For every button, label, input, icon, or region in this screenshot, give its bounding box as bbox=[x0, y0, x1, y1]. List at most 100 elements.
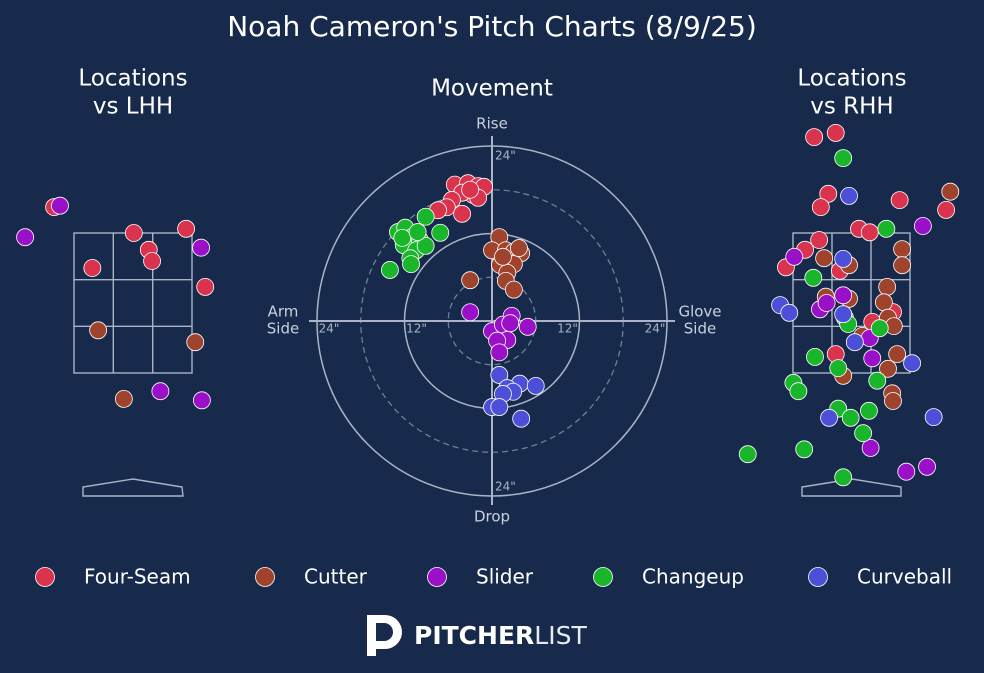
legend-marker bbox=[593, 567, 613, 587]
pitch-point bbox=[381, 261, 399, 279]
pitch-point bbox=[510, 239, 528, 257]
pitch-point bbox=[114, 389, 133, 408]
pitch-point bbox=[490, 343, 509, 362]
pitch-point bbox=[834, 305, 853, 324]
pitch-point bbox=[490, 366, 509, 384]
logo-icon bbox=[367, 615, 402, 656]
pitch-point bbox=[143, 252, 161, 270]
pitch-point bbox=[518, 317, 537, 336]
pitch-point bbox=[834, 468, 853, 487]
axis-label: Arm bbox=[268, 303, 299, 321]
pitch-point bbox=[863, 349, 882, 368]
pitch-point bbox=[903, 354, 921, 373]
points bbox=[381, 174, 545, 428]
legend-label: Slider bbox=[476, 565, 534, 589]
pitch-point bbox=[431, 223, 450, 242]
pitch-point bbox=[810, 231, 829, 249]
pitch-point bbox=[877, 219, 896, 238]
axis-label: Drop bbox=[474, 508, 510, 526]
pitch-point bbox=[177, 219, 196, 238]
chart-title: Noah Cameron's Pitch Charts (8/9/25) bbox=[227, 10, 757, 43]
x-tick-label: 24" bbox=[645, 322, 666, 336]
polar-grid bbox=[309, 136, 675, 505]
pitch-point bbox=[738, 445, 757, 464]
pitch-point bbox=[826, 123, 845, 142]
logo-text: PITCHERLIST bbox=[414, 621, 587, 650]
pitch-point bbox=[854, 424, 873, 443]
pitch-point bbox=[494, 247, 512, 266]
legend-marker bbox=[427, 567, 447, 587]
pitch-point bbox=[834, 286, 853, 305]
pitch-point bbox=[834, 249, 853, 268]
pitch-point bbox=[874, 293, 893, 312]
pitch-point bbox=[924, 408, 943, 427]
pitch-point bbox=[393, 228, 412, 247]
zone-box bbox=[73, 232, 193, 374]
home-plate bbox=[801, 478, 902, 497]
pitch-point bbox=[820, 408, 838, 427]
panel-title: vs RHH bbox=[810, 94, 893, 120]
pitch-point bbox=[878, 277, 897, 296]
pitch-point bbox=[192, 238, 210, 257]
legend-marker bbox=[35, 567, 55, 587]
axis-label: Glove bbox=[678, 303, 721, 321]
pitch-point bbox=[408, 223, 427, 241]
pitch-point bbox=[51, 196, 69, 215]
pitch-point bbox=[795, 440, 814, 459]
legend-marker bbox=[255, 567, 275, 587]
pitch-point bbox=[124, 224, 143, 242]
pitch-point bbox=[868, 371, 887, 390]
pitch-point bbox=[151, 382, 170, 401]
x-tick-label: 12" bbox=[557, 322, 578, 336]
pitch-point bbox=[461, 180, 480, 199]
pitch-point bbox=[893, 256, 912, 275]
pitch-point bbox=[416, 207, 435, 226]
pitch-point bbox=[913, 217, 932, 235]
home-plate bbox=[82, 478, 184, 497]
pitch-point bbox=[893, 240, 912, 259]
pitch-point bbox=[860, 401, 878, 420]
legend-label: Four-Seam bbox=[84, 565, 191, 589]
pitch-point bbox=[89, 321, 108, 340]
pitch-point bbox=[890, 191, 909, 210]
pitch-point bbox=[402, 255, 420, 274]
panel-title: Locations bbox=[797, 66, 906, 92]
pitch-point bbox=[453, 204, 472, 223]
legend-label: Changeup bbox=[642, 565, 744, 589]
pitch-point bbox=[897, 462, 916, 481]
points bbox=[16, 196, 215, 410]
panel-title: Locations bbox=[78, 66, 187, 92]
pitch-point bbox=[918, 457, 936, 476]
pitch-point bbox=[789, 382, 808, 401]
pitch-point bbox=[785, 247, 804, 266]
pitch-point bbox=[834, 149, 853, 168]
axis-label: Side bbox=[267, 320, 299, 338]
pitch-point bbox=[805, 128, 824, 147]
pitch-point bbox=[196, 277, 215, 296]
axis-label: Side bbox=[684, 320, 716, 338]
logo: PITCHERLIST bbox=[367, 615, 587, 656]
pitch-point bbox=[841, 408, 860, 427]
pitch-point bbox=[937, 200, 956, 219]
logo-bold: PITCHER bbox=[414, 621, 534, 650]
pitch-point bbox=[941, 182, 960, 201]
legend-label: Curveball bbox=[857, 565, 952, 589]
pitch-point bbox=[861, 438, 880, 457]
pitch-point bbox=[829, 359, 848, 378]
pitch-point bbox=[806, 347, 824, 366]
pitch-point bbox=[884, 392, 902, 410]
pitch-point bbox=[490, 398, 509, 416]
pitch-point bbox=[804, 268, 823, 287]
pitch-point bbox=[186, 333, 205, 352]
pitch-point bbox=[811, 198, 830, 217]
panel-title: Movement bbox=[431, 76, 553, 102]
pitch-point bbox=[888, 345, 907, 364]
pitch-point bbox=[815, 249, 834, 268]
y-tick-label: 24" bbox=[495, 480, 516, 494]
x-tick-label: 12" bbox=[406, 322, 427, 336]
axis-label: Rise bbox=[476, 115, 508, 133]
y-tick-label: 24" bbox=[495, 149, 516, 163]
pitch-point bbox=[504, 280, 523, 299]
